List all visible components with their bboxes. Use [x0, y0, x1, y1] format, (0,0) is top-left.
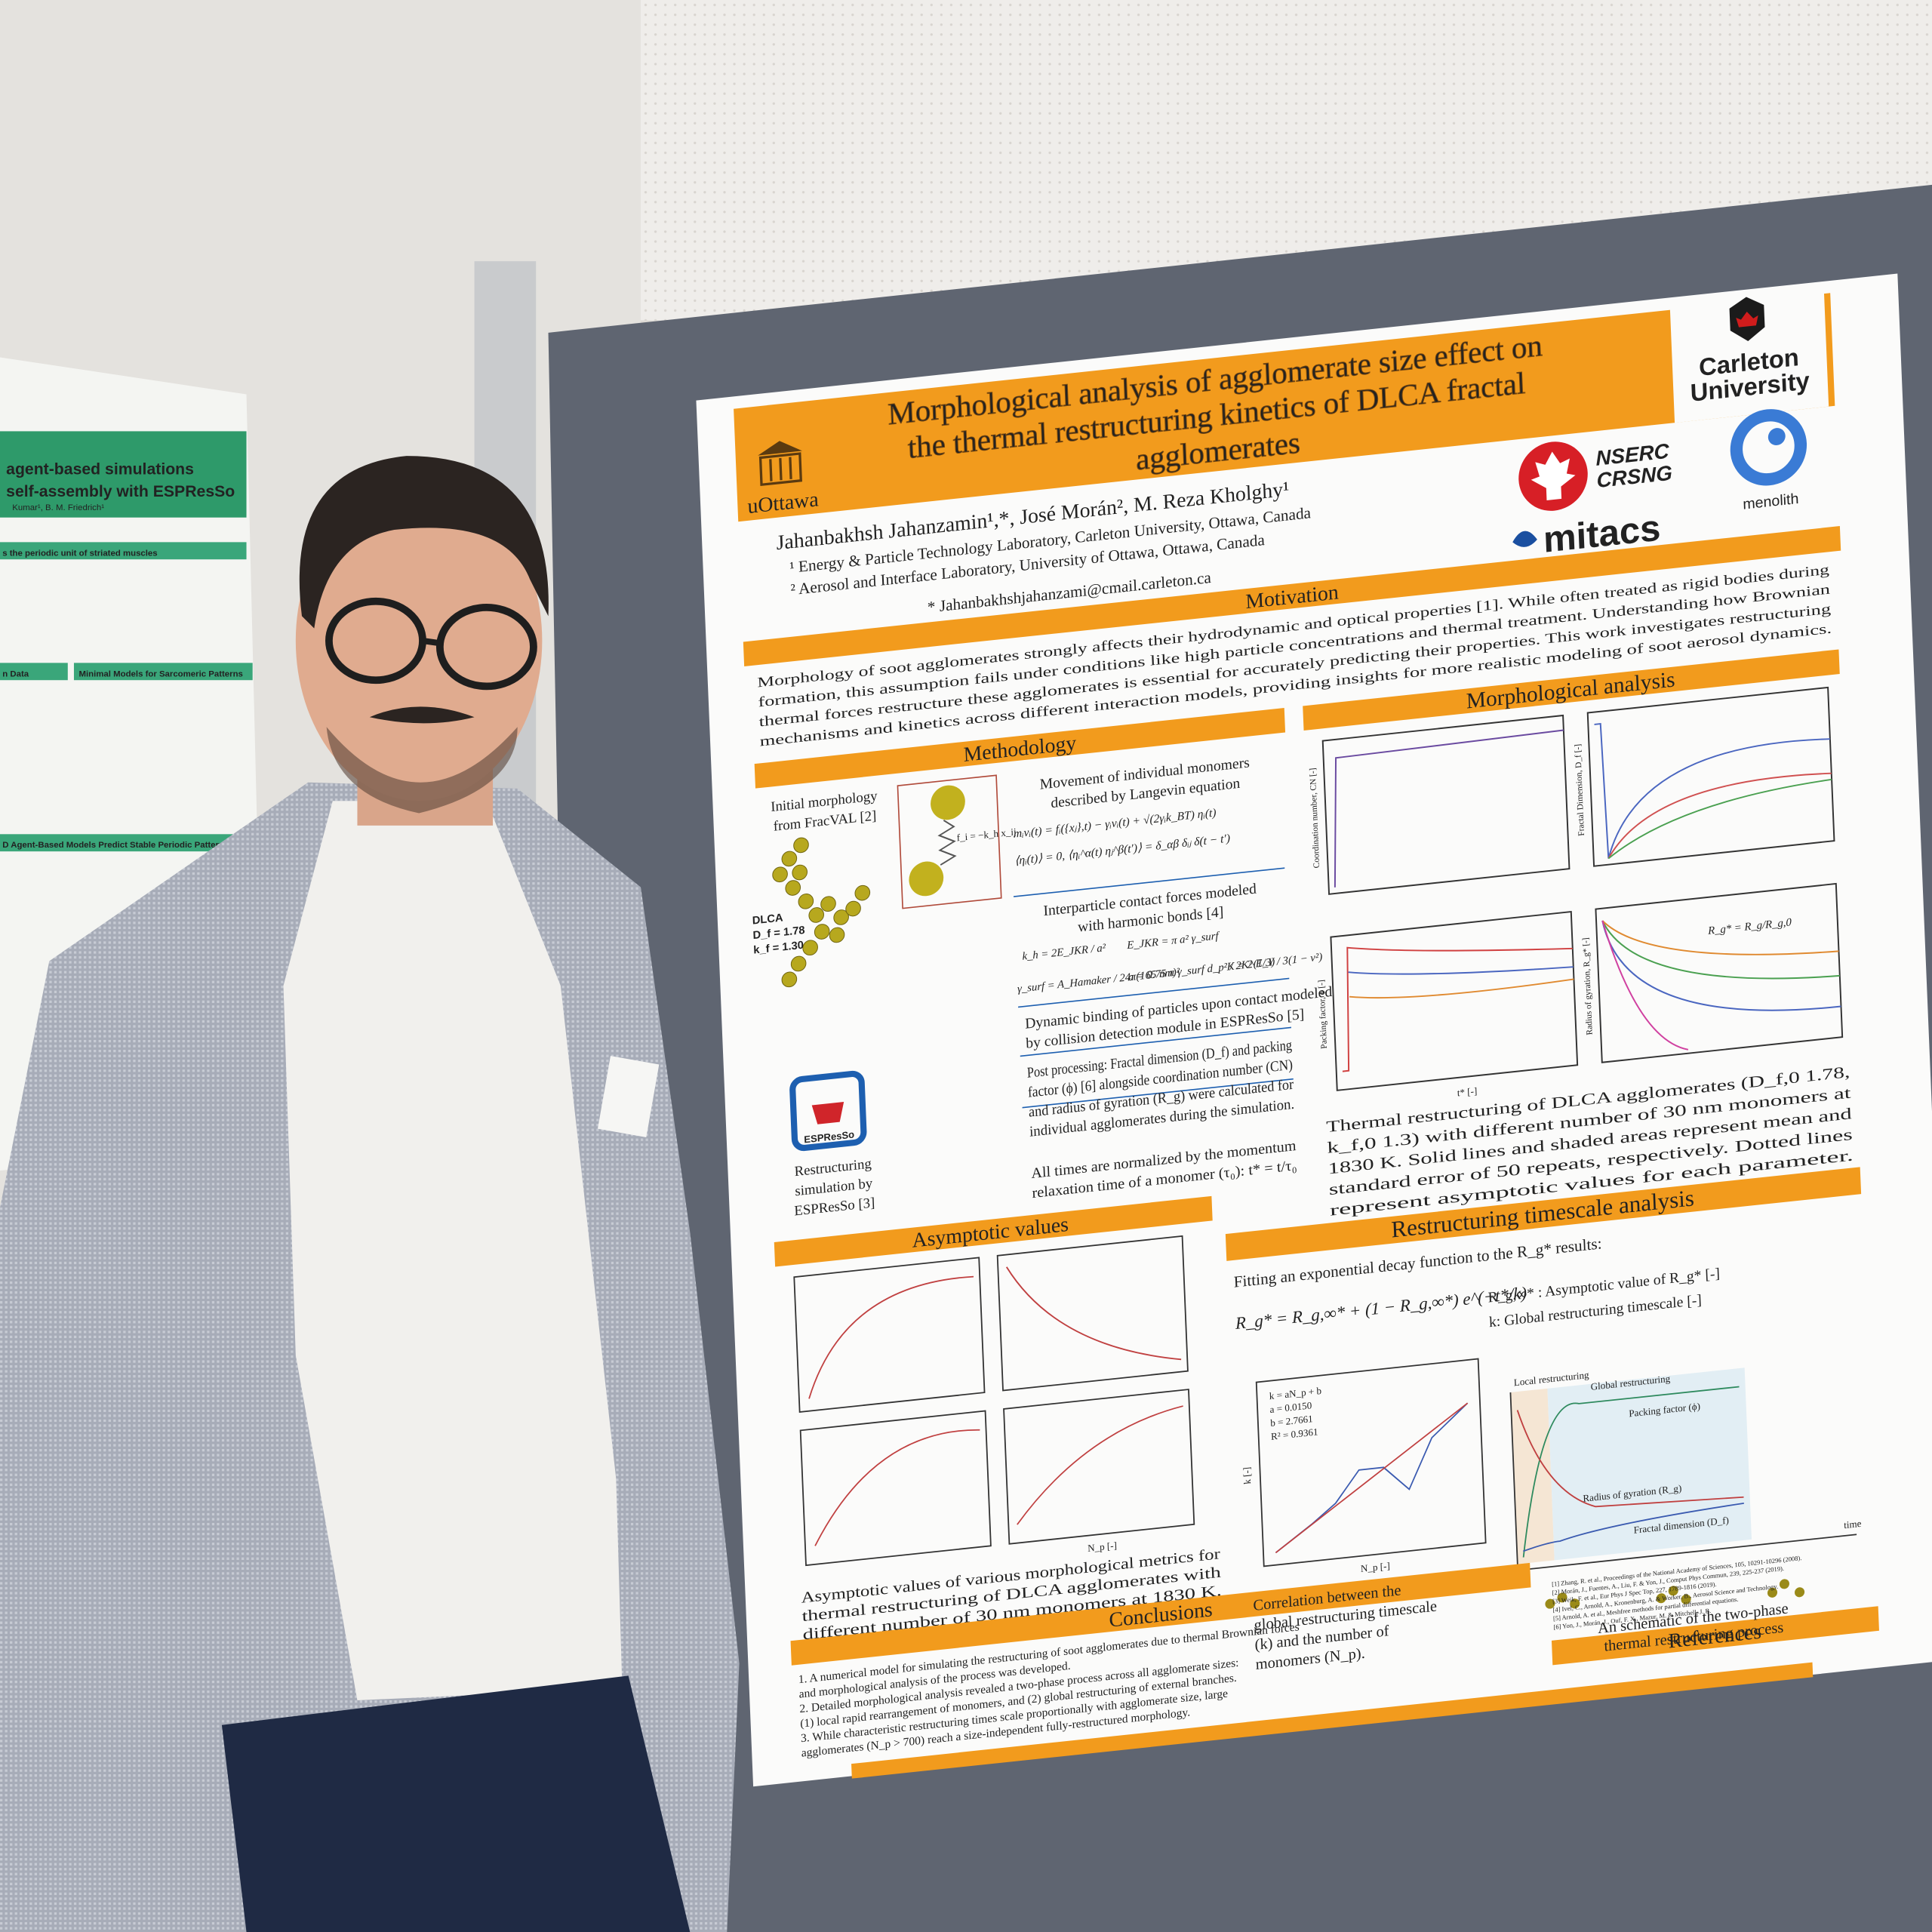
fit-text: b = 2.7661	[1270, 1413, 1313, 1429]
person	[0, 456, 740, 1932]
glasses-bridge	[422, 637, 441, 647]
divider	[1020, 1026, 1291, 1057]
section-band	[1551, 1606, 1879, 1666]
morph-figure	[1321, 686, 1844, 1091]
fit-text: R² = 0.9361	[1271, 1426, 1318, 1442]
divider	[1018, 977, 1290, 1008]
section-band	[754, 708, 1286, 789]
section-band	[1303, 649, 1840, 731]
axis-label: Radius of gyration, R_g* [-]	[1582, 937, 1595, 1035]
section-band	[790, 1562, 1531, 1666]
timescale-figure	[1255, 1358, 1857, 1571]
uottawa-icon	[758, 441, 802, 487]
hair	[299, 456, 549, 629]
background-title: agent-based simulations	[6, 461, 194, 478]
mustache	[369, 706, 475, 724]
schematic-label: time	[1844, 1518, 1862, 1531]
section-band	[743, 526, 1841, 667]
menolith-logo	[1730, 409, 1807, 486]
mitacs-icon	[1512, 531, 1537, 547]
band	[0, 542, 247, 560]
background-authors: Kumar¹, B. M. Friedrich¹	[12, 503, 104, 512]
background-heading: n Data	[2, 669, 29, 678]
name-badge	[597, 1056, 660, 1137]
fit-text: k = aN_p + b	[1269, 1385, 1322, 1401]
background-poster-header	[0, 431, 247, 518]
axis-label: k [-]	[1241, 1466, 1253, 1484]
divider	[1022, 1078, 1294, 1109]
axis-label: t* [-]	[1457, 1085, 1477, 1099]
title-band	[734, 293, 1835, 522]
axis-label: N_p [-]	[1361, 1560, 1390, 1574]
monomer	[909, 861, 944, 897]
label: DLCA	[752, 912, 783, 927]
agglomerate-sketches	[1545, 1579, 1805, 1609]
label: D_f = 1.78	[752, 924, 805, 942]
axis-label: N_p [-]	[1088, 1540, 1117, 1554]
espresso-cup	[811, 1101, 844, 1124]
t-shirt	[283, 801, 623, 1701]
background-heading: D Agent-Based Models Predict Stable Peri…	[2, 841, 229, 850]
axis-label: Fractal Dimension, D_f [-]	[1574, 743, 1586, 836]
zoom-box	[897, 774, 1002, 909]
poster: Morphological analysis of agglomerate si…	[696, 273, 1932, 1787]
beard	[326, 727, 518, 814]
label: ESPResSo	[804, 1129, 854, 1146]
background-title: self-assembly with ESPResSo	[6, 483, 235, 500]
band	[0, 834, 259, 852]
band	[0, 663, 68, 681]
glasses-lens	[435, 604, 537, 691]
trousers	[221, 1675, 691, 1932]
carleton-logo-box	[1669, 288, 1829, 423]
espresso-logo	[789, 1070, 867, 1152]
section-band	[1225, 1167, 1862, 1261]
band	[73, 663, 253, 681]
monomer	[931, 785, 965, 820]
background-heading: Minimal Models for Sarcomeric Patterns	[78, 669, 242, 678]
section-band	[774, 1195, 1213, 1267]
bottom-band	[851, 1662, 1814, 1779]
axis-label: Coordination number, CN [-]	[1309, 768, 1321, 869]
asymptotic-figure	[793, 1235, 1195, 1567]
nserc-logo	[1518, 441, 1588, 511]
label: k_f = 1.30	[753, 940, 804, 957]
spring	[937, 820, 957, 866]
maple-leaf	[1736, 311, 1758, 328]
background-heading: s the periodic unit of striated muscles	[2, 549, 157, 558]
fit-text: a = 0.0150	[1269, 1399, 1312, 1415]
divider	[1014, 867, 1285, 897]
agglomerate-cluster	[772, 837, 871, 988]
axis-label: Packing factor, ϕ [-]	[1317, 980, 1329, 1050]
